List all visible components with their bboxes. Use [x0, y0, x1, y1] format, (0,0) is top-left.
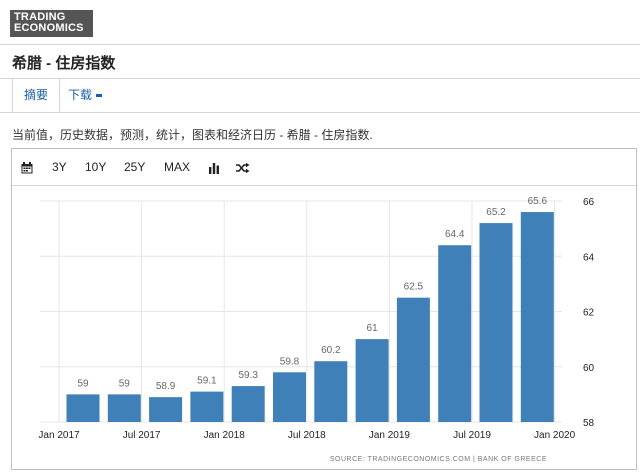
x-tick-label: Jan 2019: [369, 430, 411, 441]
value-label: 60.2: [321, 345, 341, 356]
bar[interactable]: [273, 372, 306, 422]
y-axis: 58 60 62 64 66: [583, 197, 595, 429]
chart-container: 3Y 10Y 25Y MAX 59 59 58.9 59.1 59.3 59.8 60.2 6…: [11, 148, 637, 470]
bars: [66, 212, 554, 422]
bar[interactable]: [438, 245, 472, 422]
value-label: 59: [119, 378, 131, 389]
trading-economics-logo[interactable]: TRADING ECONOMICS: [10, 10, 93, 37]
value-label: 59: [77, 378, 89, 389]
value-label: 59.3: [238, 370, 258, 381]
value-label: 59.1: [197, 376, 217, 387]
value-label: 59.8: [280, 356, 300, 367]
tab-download-label: 下载: [68, 88, 93, 102]
y-tick-label: 60: [583, 363, 595, 374]
tab-summary[interactable]: 摘要: [12, 79, 60, 112]
bar[interactable]: [66, 394, 100, 422]
x-tick-label: Jul 2019: [453, 430, 491, 441]
bar[interactable]: [107, 394, 141, 422]
value-label: 61: [367, 323, 379, 334]
y-tick-label: 64: [583, 252, 595, 263]
tab-download[interactable]: 下载: [68, 79, 103, 112]
bar[interactable]: [149, 397, 183, 422]
range-10y-button[interactable]: 10Y: [85, 160, 107, 174]
bar[interactable]: [190, 391, 224, 422]
page-title: 希腊 - 住房指数: [12, 55, 116, 72]
x-axis: Jan 2017 Jul 2017 Jan 2018 Jul 2018 Jan 2019…: [38, 430, 575, 441]
tab-bar: 摘要 下载: [0, 78, 640, 113]
site-header: TRADING ECONOMICS: [0, 0, 640, 45]
bar[interactable]: [396, 297, 430, 422]
calendar-icon[interactable]: [21, 149, 33, 185]
logo-line-2: ECONOMICS: [14, 22, 84, 34]
x-tick-label: Jan 2018: [204, 430, 246, 441]
chart-toolbar: 3Y 10Y 25Y MAX: [12, 149, 636, 186]
shuffle-icon[interactable]: [236, 149, 250, 185]
dash-icon: [96, 94, 103, 98]
value-label: 62.5: [404, 282, 424, 293]
bar[interactable]: [231, 386, 265, 422]
bar[interactable]: [520, 212, 554, 422]
y-tick-label: 66: [583, 197, 595, 208]
x-tick-label: Jan 2017: [38, 430, 80, 441]
x-tick-label: Jul 2017: [123, 430, 161, 441]
bar-chart-icon[interactable]: [208, 149, 220, 185]
y-tick-label: 58: [583, 418, 595, 429]
grid-lines: [40, 200, 562, 423]
bar[interactable]: [355, 339, 389, 422]
value-label: 65.2: [486, 207, 506, 218]
value-label: 58.9: [156, 381, 176, 392]
logo-line-1: TRADING: [14, 11, 66, 23]
x-tick-label: Jul 2018: [288, 430, 326, 441]
y-tick-label: 62: [583, 308, 595, 319]
value-labels: 59 59 58.9 59.1 59.3 59.8 60.2 61 62.5 64.4 65.2 65…: [77, 196, 547, 392]
chart-svg: 59 59 58.9 59.1 59.3 59.8 60.2 61 62.5 64.4 65.2 65…: [38, 196, 595, 463]
value-label: 64.4: [445, 229, 465, 240]
page-description: 当前值，历史数据，预测，统计，图表和经济日历 - 希腊 - 住房指数.: [12, 128, 373, 142]
range-max-button[interactable]: MAX: [164, 160, 191, 174]
value-label: 65.6: [528, 196, 548, 207]
bar[interactable]: [314, 361, 348, 422]
x-tick-label: Jan 2020: [534, 430, 576, 441]
range-3y-button[interactable]: 3Y: [52, 160, 67, 174]
bar[interactable]: [479, 223, 513, 422]
range-25y-button[interactable]: 25Y: [124, 160, 146, 174]
source-credit: SOURCE: TRADINGECONOMICS.COM | BANK OF G…: [330, 456, 547, 463]
